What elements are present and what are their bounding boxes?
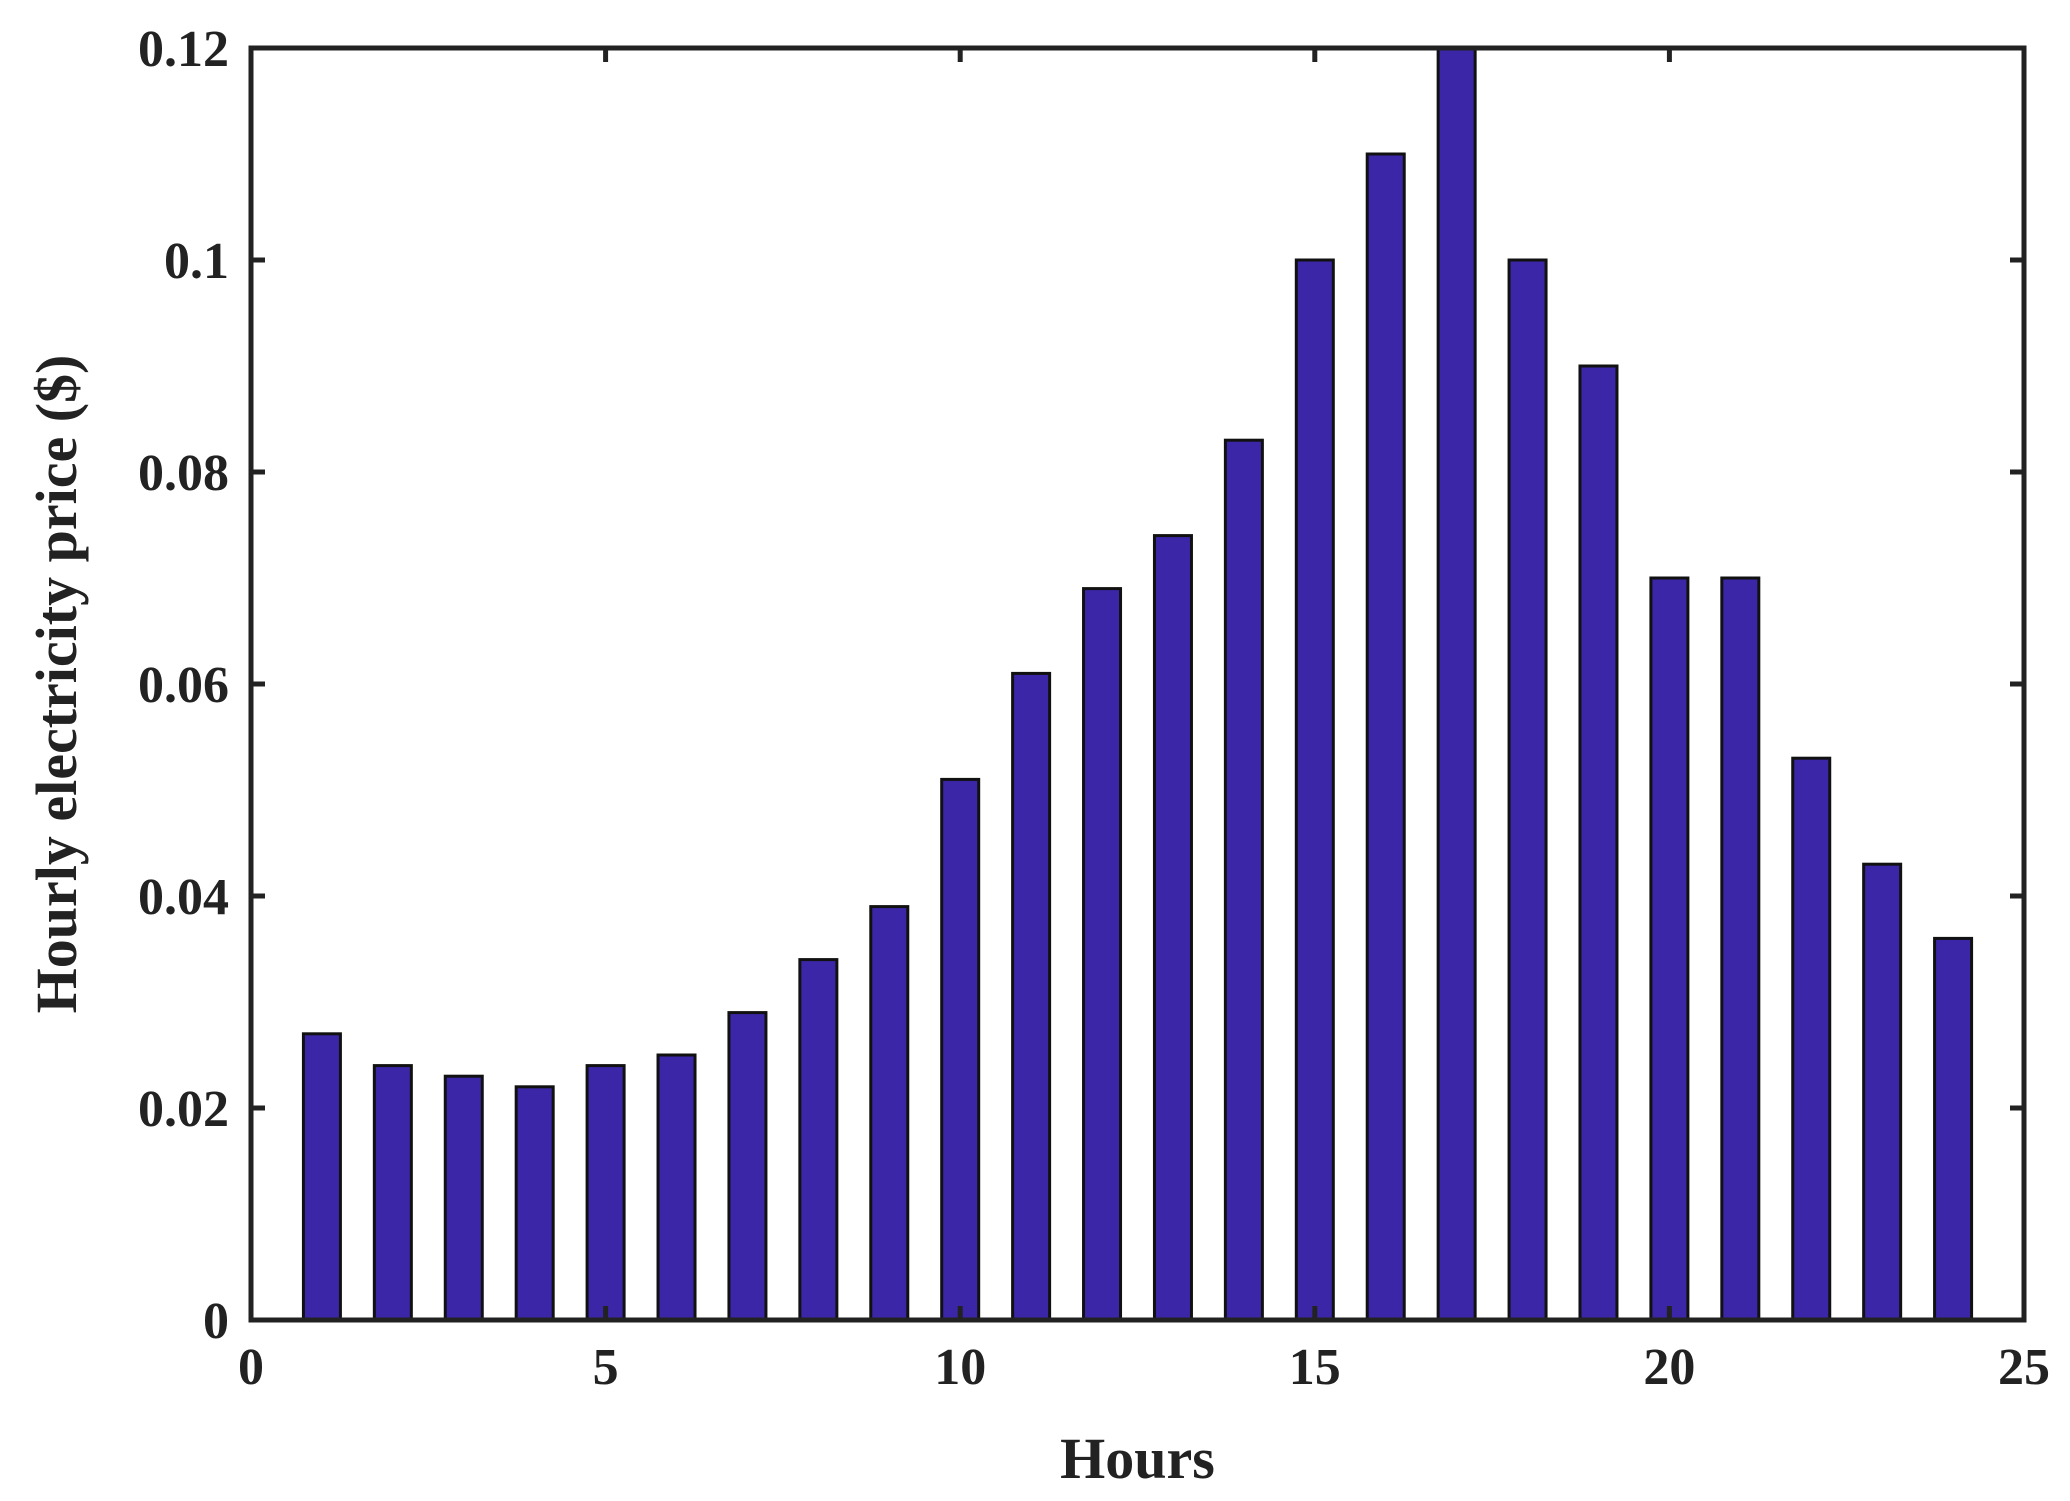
bar-hour-13 bbox=[1152, 534, 1193, 1322]
y-tick-label: 0.1 bbox=[164, 233, 229, 290]
bar-hour-2 bbox=[372, 1064, 413, 1322]
y-tick-labels: 0 0.02 0.04 0.06 0.08 0.1 0.12 bbox=[138, 21, 229, 1350]
y-axis-title: Hourly electricity price ($) bbox=[24, 355, 89, 1014]
bar-hour-23 bbox=[1862, 862, 1903, 1322]
bar-hour-22 bbox=[1791, 756, 1832, 1322]
y-tick-label: 0.08 bbox=[138, 445, 229, 502]
x-tick-label: 10 bbox=[934, 1339, 986, 1396]
bar-hour-21 bbox=[1720, 576, 1761, 1322]
y-tick-label: 0 bbox=[203, 1293, 229, 1350]
bar-hour-3 bbox=[443, 1074, 484, 1322]
bar-hour-20 bbox=[1649, 576, 1690, 1322]
bar-hour-7 bbox=[727, 1011, 768, 1322]
bar-hour-12 bbox=[1082, 587, 1123, 1322]
bar-hour-19 bbox=[1578, 364, 1619, 1322]
bar-hour-4 bbox=[514, 1085, 555, 1322]
bar-hour-16 bbox=[1365, 152, 1406, 1322]
bar-hour-9 bbox=[869, 905, 910, 1322]
x-axis-title: Hours bbox=[1060, 1426, 1215, 1491]
bar-hour-14 bbox=[1223, 438, 1264, 1322]
x-tick-label: 20 bbox=[1643, 1339, 1695, 1396]
ticks-group bbox=[248, 45, 2027, 1323]
y-tick-label: 0.06 bbox=[138, 657, 229, 714]
bars-group bbox=[301, 46, 1974, 1322]
y-tick-label: 0.02 bbox=[138, 1081, 229, 1138]
bar-hour-24 bbox=[1933, 936, 1974, 1322]
bar-hour-5 bbox=[585, 1064, 626, 1322]
x-tick-label: 25 bbox=[1998, 1339, 2050, 1396]
x-tick-label: 0 bbox=[238, 1339, 264, 1396]
x-tick-label: 5 bbox=[593, 1339, 619, 1396]
bar-hour-6 bbox=[656, 1053, 697, 1322]
x-tick-label: 15 bbox=[1289, 1339, 1341, 1396]
bar-hour-18 bbox=[1507, 258, 1548, 1322]
y-tick-label: 0.12 bbox=[138, 21, 229, 78]
bar-hour-17 bbox=[1436, 46, 1477, 1322]
y-tick-label: 0.04 bbox=[138, 869, 229, 926]
bar-hour-11 bbox=[1011, 671, 1052, 1322]
bar-hour-1 bbox=[301, 1032, 342, 1322]
bar-hour-8 bbox=[798, 958, 839, 1322]
bar-hour-15 bbox=[1294, 258, 1335, 1322]
bar-hour-10 bbox=[940, 777, 981, 1322]
x-tick-labels: 0 5 10 15 20 25 bbox=[238, 1339, 2050, 1396]
